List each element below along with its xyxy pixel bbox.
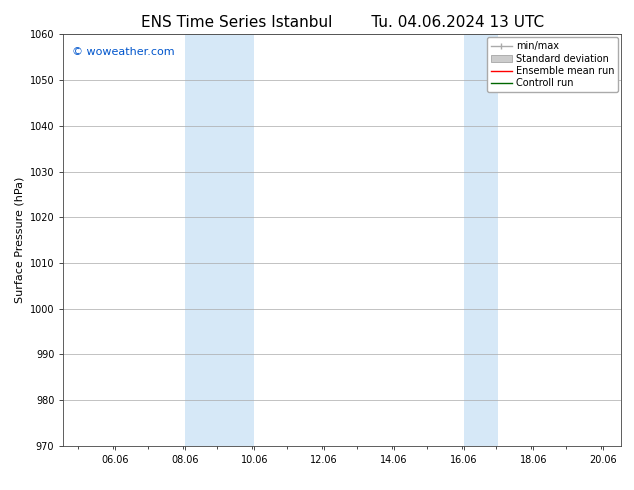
Title: ENS Time Series Istanbul        Tu. 04.06.2024 13 UTC: ENS Time Series Istanbul Tu. 04.06.2024 … bbox=[141, 15, 544, 30]
Bar bbox=[463, 34, 498, 446]
Y-axis label: Surface Pressure (hPa): Surface Pressure (hPa) bbox=[14, 177, 24, 303]
Bar bbox=[184, 34, 254, 446]
Text: © woweather.com: © woweather.com bbox=[72, 47, 174, 57]
Legend: min/max, Standard deviation, Ensemble mean run, Controll run: min/max, Standard deviation, Ensemble me… bbox=[487, 37, 618, 92]
